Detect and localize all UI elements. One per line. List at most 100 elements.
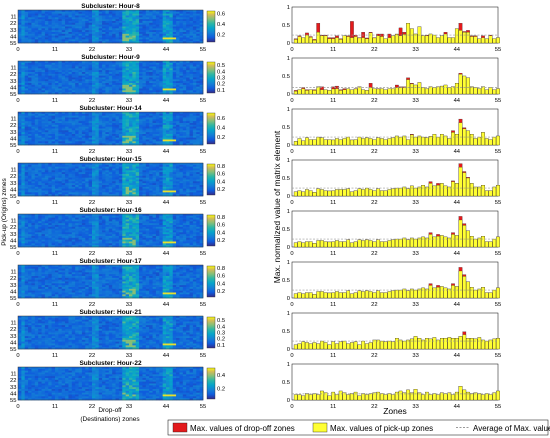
heatmap-cell bbox=[182, 72, 187, 75]
heatmap-cell bbox=[189, 124, 194, 127]
heatmap-cell bbox=[78, 134, 83, 137]
heatmap-cell bbox=[169, 75, 174, 78]
heatmap-cell bbox=[132, 86, 137, 89]
heatmap-cell bbox=[122, 234, 126, 237]
y-tick-label: 11 bbox=[10, 117, 16, 123]
colorbar-gradient bbox=[206, 10, 216, 43]
heatmap-cell bbox=[189, 223, 194, 226]
heatmap-cell bbox=[55, 188, 59, 191]
heatmap-cell bbox=[132, 117, 137, 120]
heatmap-cell bbox=[145, 241, 150, 244]
heatmap-cell bbox=[78, 223, 83, 226]
heatmap-cell bbox=[31, 245, 36, 248]
heatmap-cell bbox=[58, 68, 63, 71]
heatmap-cell bbox=[44, 194, 49, 197]
heatmap-cell bbox=[18, 185, 22, 188]
heatmap-cell bbox=[21, 190, 26, 193]
heatmap-cell bbox=[135, 223, 140, 226]
heatmap-cell bbox=[166, 83, 170, 86]
heatmap-cell bbox=[172, 239, 177, 242]
heatmap-cell bbox=[98, 170, 103, 173]
heatmap-cell bbox=[92, 15, 96, 18]
heatmap-cell bbox=[139, 84, 143, 87]
x-tick-label: 44 bbox=[163, 98, 170, 104]
heatmap-cell bbox=[41, 73, 46, 76]
heatmap-cell bbox=[68, 86, 73, 89]
heatmap-cell bbox=[159, 41, 163, 44]
heatmap-cell bbox=[61, 186, 66, 189]
heatmap-cell bbox=[192, 79, 197, 82]
heatmap-cell bbox=[189, 139, 194, 142]
heatmap-cell bbox=[166, 117, 170, 120]
heatmap-cell bbox=[139, 241, 143, 244]
heatmap-cell bbox=[24, 166, 29, 169]
heatmap-cell bbox=[152, 175, 157, 178]
heatmap-cell bbox=[176, 86, 180, 89]
heatmap-cell bbox=[28, 17, 32, 20]
heatmap-cell bbox=[41, 123, 46, 126]
heatmap-cell bbox=[92, 194, 96, 197]
heatmap-cell bbox=[88, 90, 93, 93]
heatmap-cell bbox=[88, 64, 93, 67]
heatmap-cell bbox=[172, 39, 177, 42]
heatmap-cell bbox=[88, 10, 93, 13]
heatmap-cell bbox=[24, 225, 29, 228]
colorbar-tick-label: 0.4 bbox=[217, 179, 226, 185]
heatmap-cell bbox=[34, 26, 39, 29]
heatmap-cell bbox=[189, 163, 194, 166]
heatmap-cell bbox=[31, 39, 36, 42]
heatmap-cell bbox=[139, 62, 143, 65]
heatmap-cell bbox=[68, 19, 73, 22]
heatmap-cell bbox=[28, 21, 32, 24]
heatmap-cell bbox=[172, 163, 177, 166]
heatmap-cell bbox=[172, 170, 177, 173]
y-tick-label: 33 bbox=[10, 79, 16, 85]
heatmap-cell bbox=[38, 181, 42, 184]
heatmap-cell bbox=[31, 128, 36, 131]
heatmap-cell bbox=[172, 237, 177, 240]
heatmap-cell bbox=[135, 135, 140, 138]
colorbar-tick-label: 0.4 bbox=[217, 69, 226, 75]
heatmap-cell bbox=[132, 241, 137, 244]
heatmap-cell bbox=[105, 32, 110, 35]
y-tick-label: 44 bbox=[10, 85, 17, 91]
heatmap-cell bbox=[81, 177, 86, 180]
heatmap-cell bbox=[135, 70, 140, 73]
heatmap-cell bbox=[31, 135, 36, 138]
heatmap-cell bbox=[24, 128, 29, 131]
heatmap-cell bbox=[21, 21, 26, 24]
heatmap-cell bbox=[108, 88, 113, 91]
heatmap-cell bbox=[88, 181, 93, 184]
heatmap-cell bbox=[169, 128, 174, 131]
heatmap-cell bbox=[68, 75, 73, 78]
heatmap-cell bbox=[18, 236, 22, 239]
heatmap-cell bbox=[108, 177, 113, 180]
heatmap-cell bbox=[102, 132, 106, 135]
heatmap-cell bbox=[112, 183, 116, 186]
heatmap-cell bbox=[95, 64, 100, 67]
heatmap-cell bbox=[41, 179, 46, 182]
heatmap-cell bbox=[31, 230, 36, 233]
heatmap-cell bbox=[125, 192, 130, 195]
heatmap-cell bbox=[199, 190, 204, 193]
heatmap-cell bbox=[118, 32, 123, 35]
heatmap-cell bbox=[55, 179, 59, 182]
heatmap-cell bbox=[108, 11, 113, 14]
heatmap-cell bbox=[88, 117, 93, 120]
heatmap-cell bbox=[142, 228, 147, 231]
heatmap-cell bbox=[75, 62, 79, 65]
heatmap-cell bbox=[166, 37, 170, 40]
heatmap-cell bbox=[18, 241, 22, 244]
heatmap-cell bbox=[61, 117, 66, 120]
heatmap-cell bbox=[149, 163, 153, 166]
heatmap-cell bbox=[112, 170, 116, 173]
heatmap-cell bbox=[31, 81, 36, 84]
heatmap-cell bbox=[65, 37, 69, 40]
heatmap-cell bbox=[28, 225, 32, 228]
heatmap-cell bbox=[152, 134, 157, 137]
heatmap-cell bbox=[24, 117, 29, 120]
heatmap-cell bbox=[28, 170, 32, 173]
heatmap-cell bbox=[145, 126, 150, 129]
heatmap-cell bbox=[58, 230, 63, 233]
heatmap-cell bbox=[159, 88, 163, 91]
